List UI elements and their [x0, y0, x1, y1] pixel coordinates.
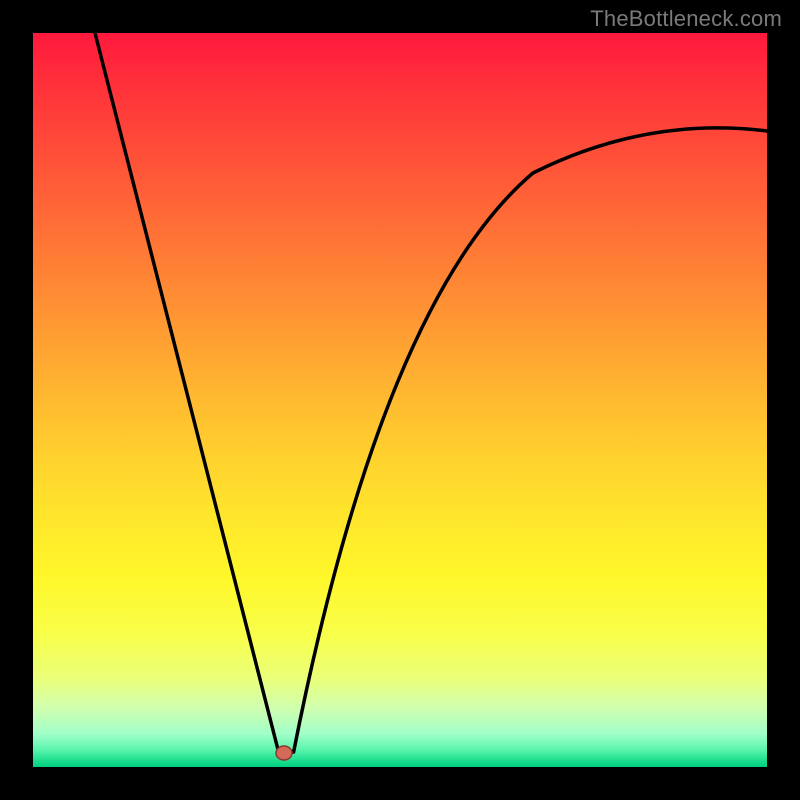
chart-background — [33, 33, 767, 767]
apex-marker — [276, 746, 292, 760]
frame-bottom — [0, 767, 800, 800]
chart-svg — [33, 33, 767, 767]
frame-left — [0, 0, 33, 800]
bottleneck-chart — [33, 33, 767, 767]
frame-right — [767, 0, 800, 800]
watermark-text: TheBottleneck.com — [590, 6, 782, 32]
